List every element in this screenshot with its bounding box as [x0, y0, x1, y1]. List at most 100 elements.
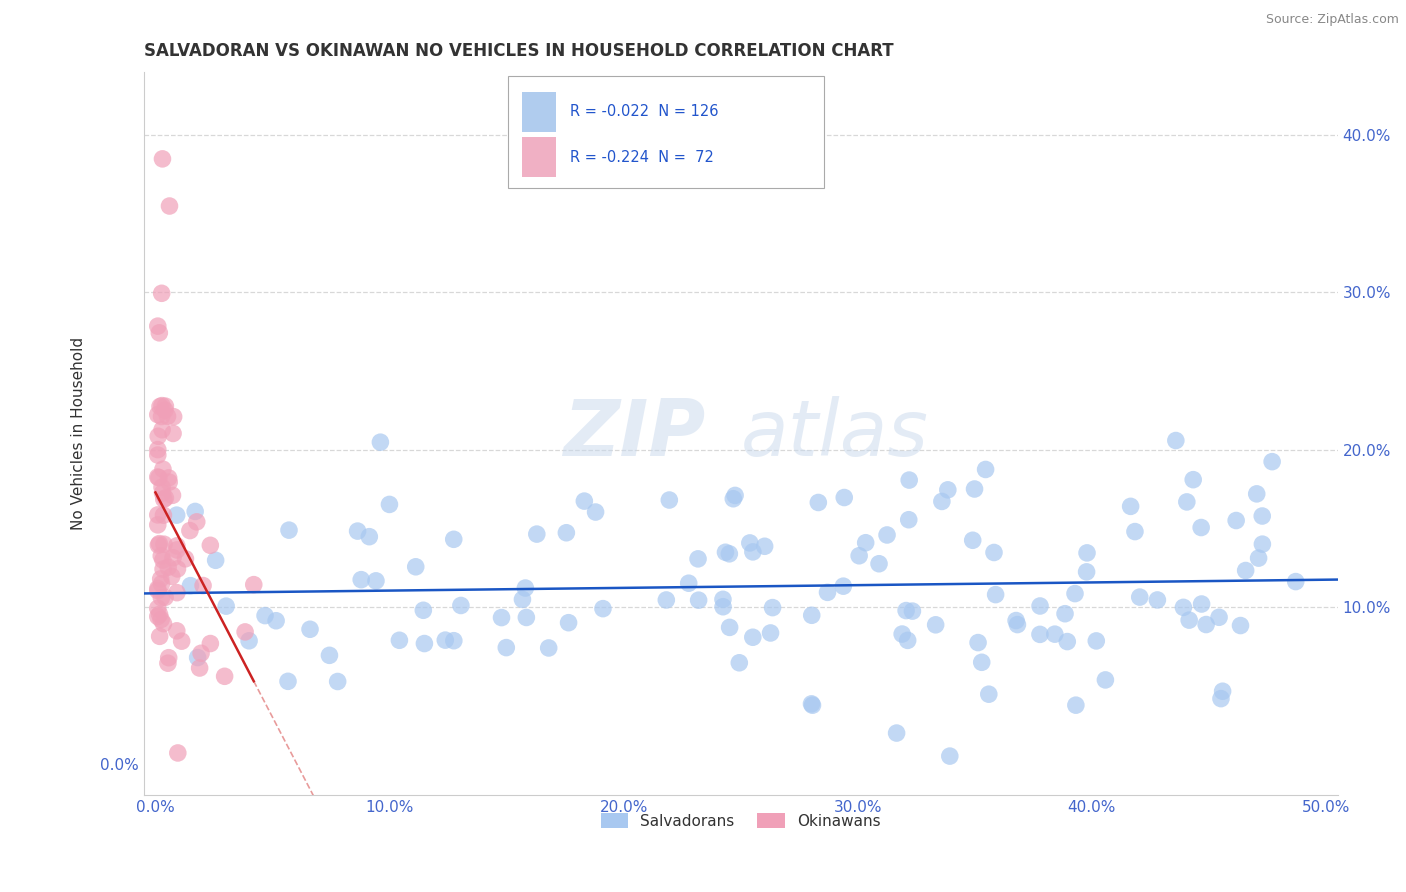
Point	[574, 494, 596, 508]
Point	[233, 624, 256, 639]
Point	[146, 470, 169, 484]
Point	[155, 491, 177, 505]
Point	[1229, 618, 1251, 632]
Point	[1056, 634, 1078, 648]
Point	[152, 152, 174, 166]
Point	[1164, 434, 1187, 448]
Point	[1212, 684, 1234, 698]
Point	[759, 626, 782, 640]
Point	[1209, 691, 1232, 706]
Point	[1173, 600, 1195, 615]
Point	[166, 539, 188, 553]
Point	[1064, 586, 1087, 600]
Point	[146, 508, 169, 522]
Point	[592, 601, 614, 615]
Point	[190, 646, 212, 660]
Point	[443, 533, 465, 547]
Point	[179, 524, 201, 538]
Point	[346, 524, 368, 538]
Point	[1029, 599, 1052, 613]
Point	[162, 550, 184, 565]
Point	[254, 608, 277, 623]
Text: Source: ZipAtlas.com: Source: ZipAtlas.com	[1265, 13, 1399, 27]
Point	[801, 698, 824, 713]
Point	[156, 409, 179, 424]
Text: R = -0.224  N =  72: R = -0.224 N = 72	[569, 150, 714, 165]
Point	[1094, 673, 1116, 687]
Point	[1251, 508, 1274, 523]
Legend: Salvadorans, Okinawans: Salvadorans, Okinawans	[595, 806, 887, 835]
Point	[264, 614, 287, 628]
Point	[364, 574, 387, 588]
Point	[1005, 614, 1028, 628]
Point	[149, 572, 172, 586]
Point	[886, 726, 908, 740]
Point	[163, 409, 186, 424]
Point	[711, 592, 734, 607]
Point	[378, 497, 401, 511]
Point	[148, 429, 170, 443]
Text: atlas: atlas	[741, 396, 928, 472]
Point	[724, 488, 747, 502]
Point	[936, 483, 959, 497]
Point	[974, 462, 997, 476]
Point	[678, 576, 700, 591]
Point	[148, 607, 170, 622]
Point	[686, 552, 709, 566]
Point	[204, 553, 226, 567]
Point	[1261, 455, 1284, 469]
Point	[897, 513, 920, 527]
Point	[450, 599, 472, 613]
Point	[832, 491, 855, 505]
Point	[1129, 590, 1152, 604]
Point	[184, 504, 207, 518]
Point	[200, 636, 222, 650]
Point	[150, 576, 173, 591]
Point	[1043, 627, 1066, 641]
Point	[970, 655, 993, 669]
Point	[891, 627, 914, 641]
Point	[405, 559, 427, 574]
Point	[148, 326, 170, 340]
Point	[512, 592, 534, 607]
Point	[162, 488, 184, 502]
Point	[807, 495, 830, 509]
Point	[718, 547, 741, 561]
Point	[155, 399, 177, 413]
Point	[156, 657, 179, 671]
Point	[157, 650, 180, 665]
Point	[939, 749, 962, 764]
Point	[537, 640, 560, 655]
Point	[215, 599, 238, 614]
Point	[1182, 473, 1205, 487]
Point	[148, 538, 170, 552]
Point	[146, 408, 169, 422]
Point	[1208, 610, 1230, 624]
Point	[515, 581, 537, 595]
Point	[491, 610, 513, 624]
Point	[152, 553, 174, 567]
Point	[166, 585, 188, 599]
Point	[1175, 495, 1198, 509]
Point	[1178, 613, 1201, 627]
Point	[1064, 698, 1087, 713]
Point	[741, 545, 763, 559]
Point	[741, 630, 763, 644]
Point	[1247, 551, 1270, 566]
Point	[146, 442, 169, 457]
Point	[186, 515, 208, 529]
Point	[723, 491, 745, 506]
Y-axis label: No Vehicles in Household: No Vehicles in Household	[72, 337, 86, 531]
Point	[832, 579, 855, 593]
Point	[152, 486, 174, 500]
Point	[157, 475, 180, 490]
Point	[146, 582, 169, 596]
FancyBboxPatch shape	[522, 137, 555, 178]
Point	[963, 482, 986, 496]
Point	[412, 603, 434, 617]
Text: ZIP: ZIP	[562, 396, 704, 472]
Point	[166, 508, 188, 523]
Point	[157, 471, 180, 485]
Point	[153, 591, 176, 605]
Point	[152, 616, 174, 631]
